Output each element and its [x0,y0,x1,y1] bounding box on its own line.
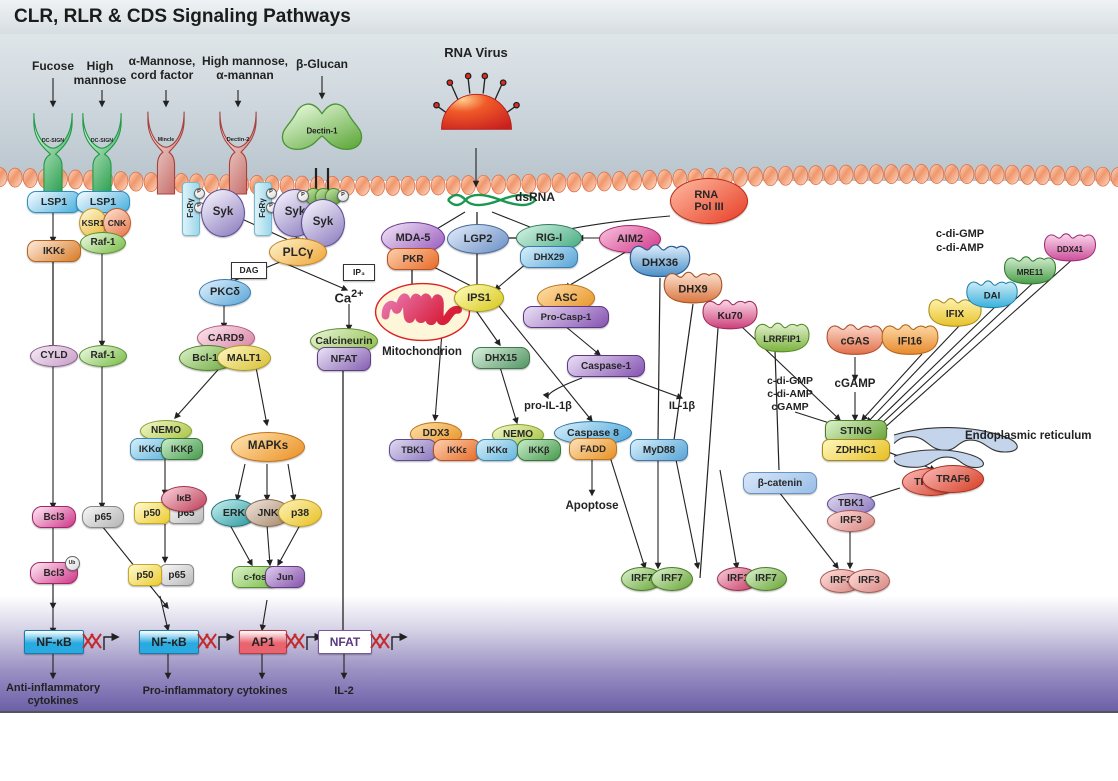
svg-text:Dectin-2: Dectin-2 [227,137,250,143]
svg-text:Dectin-1: Dectin-1 [306,126,338,135]
svg-text:MRE11: MRE11 [1017,268,1044,277]
svg-text:DC-SIGN: DC-SIGN [91,138,113,144]
svg-text:DC-SIGN: DC-SIGN [42,138,64,144]
svg-text:DAI: DAI [984,291,1001,302]
svg-text:Ku70: Ku70 [717,311,742,322]
svg-text:IFIX: IFIX [946,309,965,320]
svg-text:IFI16: IFI16 [898,335,922,347]
svg-text:cGAS: cGAS [841,335,870,347]
svg-text:Mincle: Mincle [158,137,174,143]
svg-text:LRRFIP1: LRRFIP1 [763,334,801,344]
svg-text:DDX41: DDX41 [1057,245,1084,254]
